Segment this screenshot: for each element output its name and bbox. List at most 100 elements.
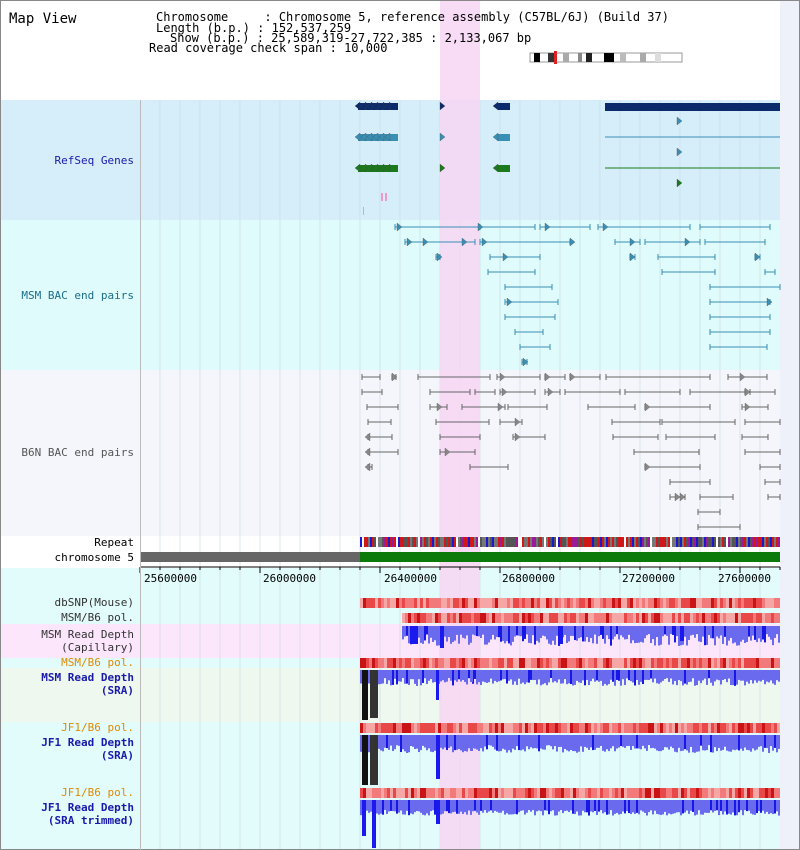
read-depth-bar bbox=[406, 800, 408, 811]
track-label-msm-b6-pol-1[interactable]: MSM/B6 pol. bbox=[61, 611, 134, 624]
read-depth-bar bbox=[652, 735, 654, 748]
chromosome-bar-region bbox=[360, 552, 780, 562]
read-depth-bar bbox=[602, 800, 604, 814]
track-label-b6n-bac[interactable]: B6N BAC end pairs bbox=[21, 446, 134, 459]
polymorphism-cell bbox=[393, 658, 396, 668]
read-depth-bar bbox=[514, 800, 516, 814]
repeat-element bbox=[758, 537, 760, 547]
read-depth-bar bbox=[488, 626, 490, 643]
polymorphism-cell bbox=[453, 598, 456, 608]
repeat-element bbox=[378, 537, 380, 547]
read-depth-bar bbox=[606, 626, 608, 636]
read-depth-bar bbox=[716, 800, 718, 811]
track-label-chromosome[interactable]: chromosome 5 bbox=[54, 551, 134, 564]
read-depth-bar bbox=[464, 800, 466, 813]
polymorphism-cell bbox=[612, 723, 615, 733]
read-depth-bar bbox=[508, 800, 510, 815]
polymorphism-cell bbox=[717, 788, 720, 798]
polymorphism-cell bbox=[735, 788, 738, 798]
read-depth-bar bbox=[684, 800, 686, 813]
read-depth-bar bbox=[520, 670, 522, 684]
track-label-msm-bac[interactable]: MSM BAC end pairs bbox=[21, 289, 134, 302]
polymorphism-cell bbox=[402, 598, 405, 608]
axis-tick-label: 26000000 bbox=[263, 572, 316, 585]
read-depth-bar bbox=[492, 735, 494, 747]
polymorphism-cell bbox=[585, 723, 588, 733]
read-depth-bar bbox=[650, 735, 652, 749]
polymorphism-cell bbox=[648, 723, 651, 733]
read-depth-bar bbox=[606, 800, 608, 815]
repeat-element bbox=[462, 537, 464, 547]
polymorphism-cell bbox=[777, 788, 780, 798]
polymorphism-cell bbox=[363, 788, 366, 798]
read-depth-bar bbox=[624, 735, 626, 748]
polymorphism-cell bbox=[444, 598, 447, 608]
read-depth-bar bbox=[462, 800, 464, 815]
read-depth-bar bbox=[610, 800, 612, 811]
polymorphism-cell bbox=[693, 613, 696, 623]
polymorphism-cell bbox=[606, 658, 609, 668]
polymorphism-cell bbox=[594, 598, 597, 608]
track-label-jf1-b6-pol-2[interactable]: JF1/B6 pol. bbox=[61, 786, 134, 799]
track-label-jf1-b6-pol-1[interactable]: JF1/B6 pol. bbox=[61, 721, 134, 734]
track-label-msm-b6-pol-2[interactable]: MSM/B6 pol. bbox=[61, 656, 134, 669]
read-depth-bar bbox=[606, 735, 608, 750]
read-depth-bar bbox=[616, 735, 618, 749]
read-depth-bar bbox=[402, 735, 404, 750]
polymorphism-cell bbox=[465, 788, 468, 798]
polymorphism-cell bbox=[525, 598, 528, 608]
read-depth-bar bbox=[710, 735, 712, 753]
polymorphism-cell bbox=[687, 658, 690, 668]
read-depth-bar bbox=[704, 670, 706, 679]
track-label-refseq[interactable]: RefSeq Genes bbox=[54, 154, 134, 167]
polymorphism-cell bbox=[459, 613, 462, 623]
polymorphism-cell bbox=[660, 658, 663, 668]
polymorphism-cell bbox=[702, 613, 705, 623]
polymorphism-cell bbox=[468, 658, 471, 668]
repeat-element bbox=[594, 537, 596, 547]
repeat-element bbox=[494, 537, 496, 547]
polymorphism-cell bbox=[471, 613, 474, 623]
track-label-msm-depth-sra[interactable]: MSM Read Depth (SRA) bbox=[41, 671, 134, 697]
polymorphism-cell bbox=[669, 723, 672, 733]
polymorphism-cell bbox=[579, 788, 582, 798]
repeat-element bbox=[460, 537, 462, 547]
read-depth-bar bbox=[530, 626, 532, 644]
polymorphism-cell bbox=[549, 598, 552, 608]
polymorphism-cell bbox=[753, 723, 756, 733]
read-depth-bar bbox=[642, 800, 644, 812]
polymorphism-cell bbox=[498, 613, 501, 623]
read-depth-bar bbox=[652, 670, 654, 683]
repeat-element bbox=[644, 537, 646, 547]
read-depth-bar bbox=[476, 626, 478, 637]
polymorphism-cell bbox=[390, 723, 393, 733]
track-label-jf1-depth-trimmed[interactable]: JF1 Read Depth (SRA trimmed) bbox=[41, 801, 134, 827]
read-depth-bar bbox=[536, 735, 538, 749]
track-label-jf1-depth-sra[interactable]: JF1 Read Depth (SRA) bbox=[41, 736, 134, 762]
read-depth-bar bbox=[386, 735, 388, 749]
read-depth-bar bbox=[464, 626, 466, 639]
read-depth-bar bbox=[702, 735, 704, 751]
polymorphism-cell bbox=[513, 723, 516, 733]
read-depth-bar bbox=[578, 626, 580, 639]
polymorphism-cell bbox=[444, 788, 447, 798]
track-label-repeat[interactable]: Repeat bbox=[94, 536, 134, 549]
gene-exon bbox=[498, 103, 510, 110]
read-depth-bar bbox=[650, 626, 652, 644]
repeat-element bbox=[706, 537, 708, 547]
read-depth-bar bbox=[458, 800, 460, 814]
read-depth-bar bbox=[548, 670, 550, 683]
track-label-msm-depth-capillary[interactable]: MSM Read Depth (Capillary) bbox=[41, 628, 134, 654]
track-label-dbsnp[interactable]: dbSNP(Mouse) bbox=[54, 596, 134, 609]
read-depth-bar bbox=[474, 626, 476, 636]
polymorphism-cell bbox=[375, 723, 378, 733]
polymorphism-cell bbox=[543, 613, 546, 623]
polymorphism-cell bbox=[672, 658, 675, 668]
read-depth-bar bbox=[520, 800, 522, 811]
polymorphism-cell bbox=[546, 788, 549, 798]
read-depth-bar bbox=[426, 670, 428, 684]
read-depth-bar bbox=[556, 735, 558, 752]
polymorphism-cell bbox=[528, 788, 531, 798]
polymorphism-cell bbox=[579, 613, 582, 623]
polymorphism-cell bbox=[480, 658, 483, 668]
